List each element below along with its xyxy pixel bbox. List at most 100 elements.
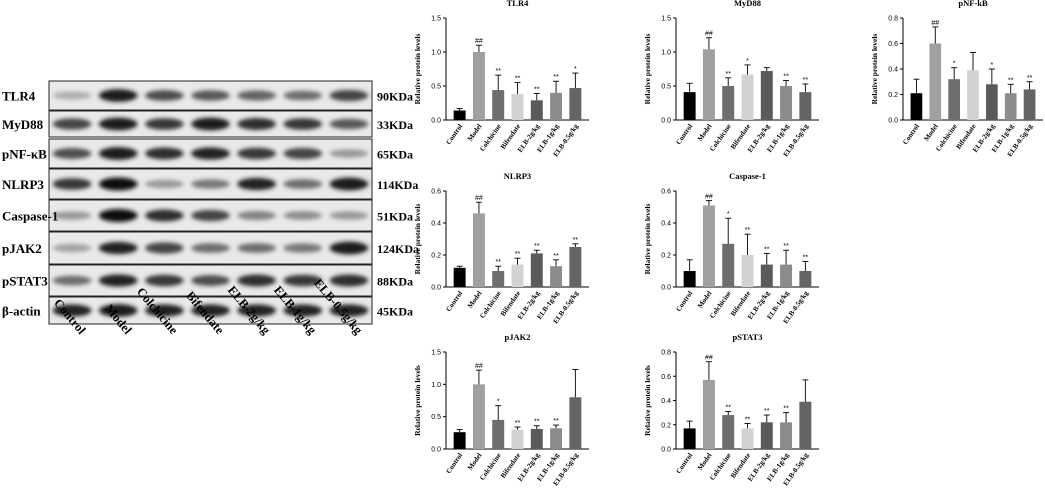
chart-2: pNF-kB Relative protein levels 0.0 0.2 0.4 0.… xyxy=(870,0,1043,158)
blot-band xyxy=(98,89,138,102)
y-axis-label: Relative protein levels xyxy=(643,34,652,105)
bar xyxy=(741,74,754,120)
kda-label: 33KDa xyxy=(377,118,413,132)
chart-title: pSTAT3 xyxy=(733,332,763,342)
bar xyxy=(511,264,524,287)
blot-band xyxy=(144,242,184,254)
bar xyxy=(799,92,812,120)
significance-label: ** xyxy=(534,243,540,250)
western-blot-panel: TLR4 90KDa MyD88 33KDa pNF-κB 65KDa NLRP3 114KD… xyxy=(2,80,419,337)
y-tick-label: 0.5 xyxy=(431,84,441,91)
y-axis-label: Relative protein levels xyxy=(643,365,652,436)
bar xyxy=(472,213,485,287)
blot-band xyxy=(98,117,138,131)
blot-band xyxy=(144,90,184,101)
bar xyxy=(967,70,979,120)
significance-label: ** xyxy=(783,74,789,81)
y-tick-label: 0.0 xyxy=(661,285,671,292)
significance-label: ** xyxy=(745,227,751,234)
blot-band xyxy=(283,243,323,253)
bar xyxy=(760,71,773,120)
y-axis-label: Relative protein levels xyxy=(870,34,879,105)
y-tick-label: 0.5 xyxy=(661,84,671,91)
kda-label: 88KDa xyxy=(377,275,413,289)
blot-band xyxy=(144,118,184,130)
blot-band xyxy=(283,211,323,220)
blot-band xyxy=(52,91,92,100)
x-tick-label: Model xyxy=(696,290,714,310)
bar xyxy=(702,379,715,449)
kda-label: 51KDa xyxy=(377,210,413,224)
kda-label: 114KDa xyxy=(377,178,418,192)
significance-label: * xyxy=(746,58,749,65)
significance-label: * xyxy=(953,61,956,68)
blot-band xyxy=(329,89,369,102)
significance-label: ** xyxy=(553,418,559,425)
protein-label: pJAK2 xyxy=(2,241,42,256)
blot-band xyxy=(98,209,138,222)
blot-band xyxy=(329,274,369,287)
bar xyxy=(910,93,923,120)
significance-label: ** xyxy=(534,419,540,426)
blot-band xyxy=(283,90,323,101)
chart-1: MyD88 Relative protein levels 0.0 0.5 1.0 1.5… xyxy=(643,0,819,158)
bar xyxy=(530,100,543,120)
blot-band xyxy=(191,275,230,286)
blot-band xyxy=(237,90,277,101)
blot-band xyxy=(191,117,230,131)
kda-label: 65KDa xyxy=(377,148,413,162)
significance-label: ** xyxy=(783,243,789,250)
y-tick-label: 0.0 xyxy=(431,285,441,292)
blot-band xyxy=(144,274,184,287)
blot-band xyxy=(98,241,138,255)
significance-label: ## xyxy=(705,194,713,201)
blot-band xyxy=(237,118,277,130)
bar xyxy=(722,243,735,287)
blot-band xyxy=(52,211,92,220)
chart-5: pJAK2 Relative protein levels 0.0 0.5 1.0 1.5… xyxy=(413,332,589,487)
bar xyxy=(453,267,466,287)
significance-label: ** xyxy=(1008,77,1014,84)
y-tick-label: 1.0 xyxy=(431,50,441,57)
chart-title: pJAK2 xyxy=(505,332,531,342)
blot-band xyxy=(237,147,277,160)
blot-band xyxy=(52,243,92,253)
bar xyxy=(511,429,524,449)
protein-label: β-actin xyxy=(2,304,41,319)
significance-label: ## xyxy=(475,195,483,202)
significance-label: ** xyxy=(515,76,521,83)
blot-band xyxy=(283,147,323,160)
bar xyxy=(492,90,505,120)
y-axis-label: Relative protein levels xyxy=(413,365,422,436)
y-tick-label: 0.4 xyxy=(431,221,441,228)
chart-title: TLR4 xyxy=(507,0,529,8)
chart-title: Caspase-1 xyxy=(729,171,766,181)
y-tick-label: 0.2 xyxy=(888,92,898,99)
y-tick-label: 1.5 xyxy=(431,16,441,23)
y-axis-label: Relative protein levels xyxy=(413,34,422,105)
blot-band xyxy=(98,274,138,287)
x-tick-label: Control xyxy=(444,452,464,476)
significance-label: ** xyxy=(534,86,540,93)
significance-label: ** xyxy=(553,74,559,81)
y-tick-label: 0.2 xyxy=(661,253,671,260)
x-tick-label: Control xyxy=(901,123,921,147)
blot-band xyxy=(191,90,230,101)
bar xyxy=(472,52,485,120)
bar xyxy=(530,253,543,287)
bar xyxy=(780,422,793,449)
blot-band xyxy=(283,304,323,317)
y-tick-label: 0.0 xyxy=(661,118,671,125)
significance-label: ** xyxy=(764,246,770,253)
significance-label: ** xyxy=(725,404,731,411)
bar xyxy=(780,264,793,287)
bar xyxy=(472,384,485,449)
blot-band xyxy=(329,118,369,130)
blot-band xyxy=(283,179,323,189)
significance-label: ** xyxy=(783,406,789,413)
protein-label: MyD88 xyxy=(2,117,44,132)
blot-band xyxy=(191,304,230,317)
kda-label: 45KDa xyxy=(377,305,413,319)
bar xyxy=(1023,89,1036,120)
protein-label: NLRP3 xyxy=(2,177,44,192)
